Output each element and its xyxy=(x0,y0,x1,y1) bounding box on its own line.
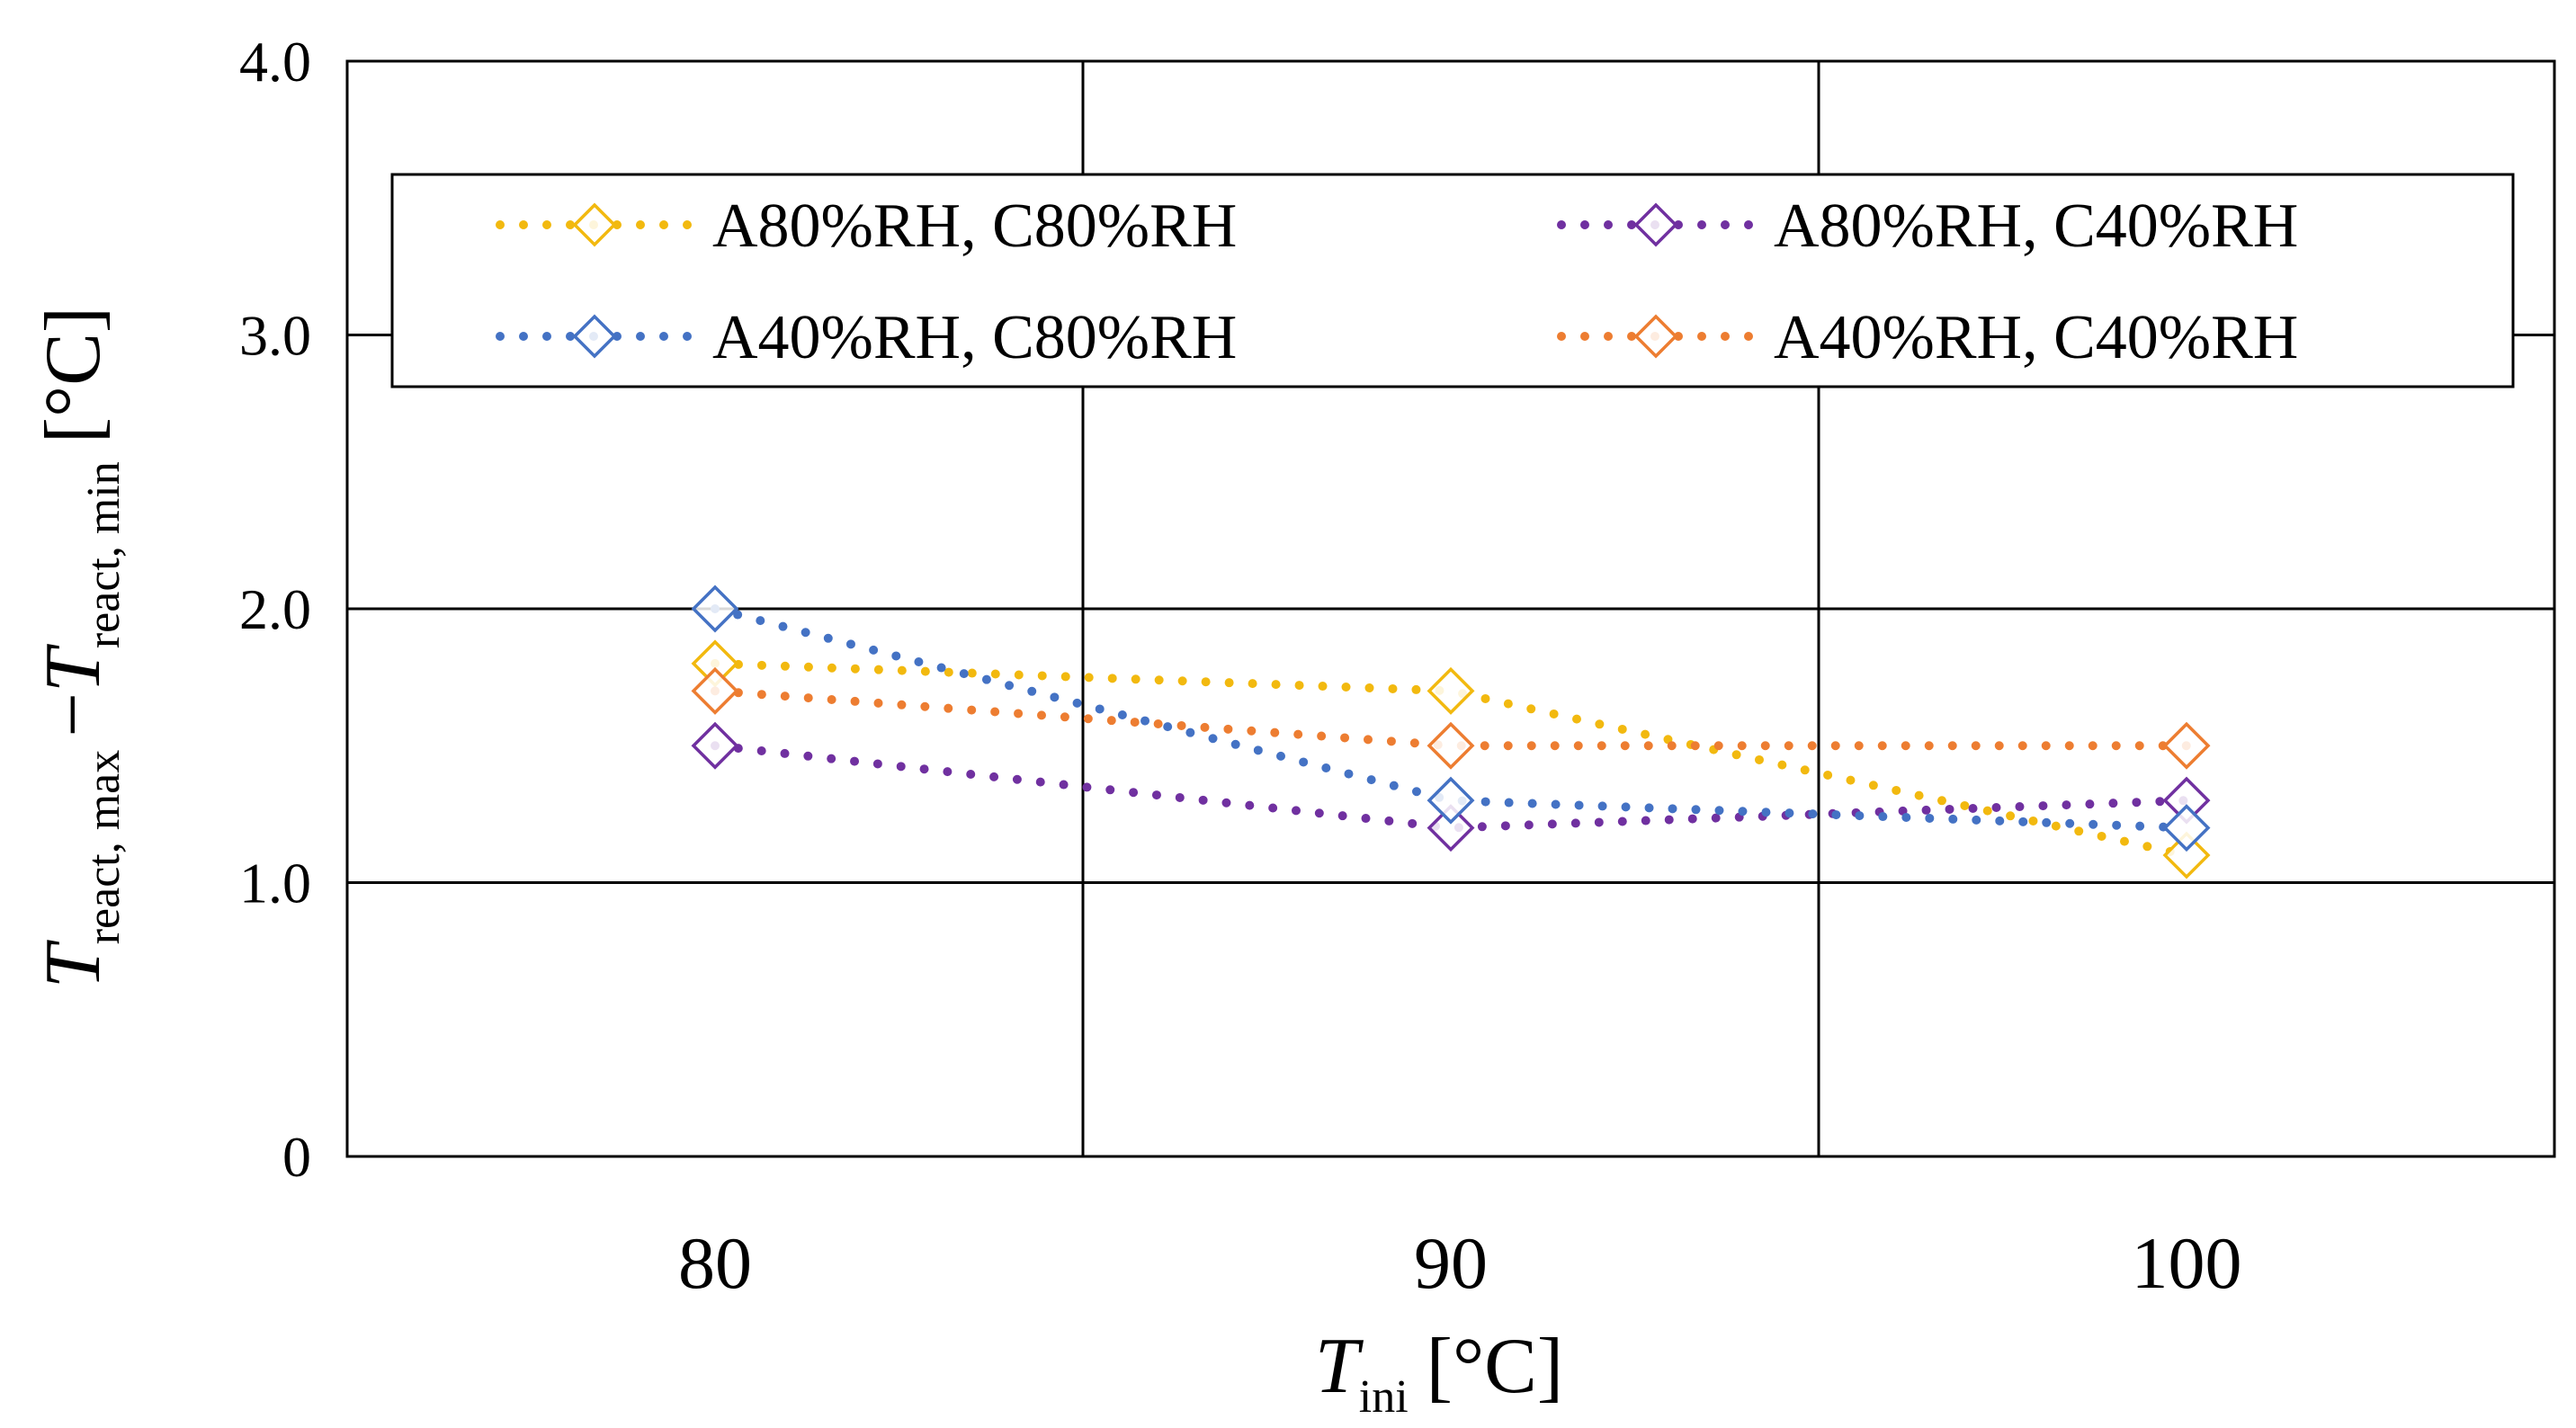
data-point-marker xyxy=(1427,666,1475,715)
legend: A80%RH, C80%RH A80%RH, C40%RH A40%RH, C80%… xyxy=(390,173,2515,388)
x-tick-labels: 80 90 100 xyxy=(678,1222,2242,1304)
data-point-marker xyxy=(1427,776,1475,825)
y-tick-labels: 0 1.0 2.0 3.0 4.0 xyxy=(239,30,311,1189)
data-point-marker xyxy=(1427,804,1475,852)
y-tick-label: 3.0 xyxy=(239,304,311,368)
y-axis-symbol-2: T xyxy=(30,643,117,692)
x-tick-label: 100 xyxy=(2132,1222,2242,1304)
data-point-marker xyxy=(1427,721,1475,770)
data-point-marker xyxy=(2162,831,2211,879)
data-point-marker xyxy=(2162,804,2211,852)
series-line xyxy=(711,658,2191,861)
plot-frame xyxy=(345,59,2556,1158)
legend-marker xyxy=(572,202,617,247)
series-group xyxy=(691,585,2211,879)
legend-label: A80%RH, C80%RH xyxy=(712,192,1237,261)
y-axis-operator: − xyxy=(30,692,117,737)
legend-box xyxy=(390,173,2515,388)
legend-item: A40%RH, C80%RH xyxy=(496,303,1237,372)
y-axis-label: Treact, max−Treact, min[°C] xyxy=(30,307,130,988)
x-axis-subscript: ini xyxy=(1359,1371,1409,1423)
legend-item: A40%RH, C40%RH xyxy=(1557,303,2298,372)
series-line xyxy=(711,604,2191,833)
y-tick-label: 1.0 xyxy=(239,852,311,915)
legend-item: A80%RH, C80%RH xyxy=(496,192,1237,261)
y-axis-subscript-1: react, max xyxy=(78,750,130,945)
x-tick-label: 90 xyxy=(1414,1222,1488,1304)
x-axis-label: Tini [°C] xyxy=(1315,1323,1563,1423)
x-tick-label: 80 xyxy=(678,1222,752,1304)
legend-marker xyxy=(1633,314,1678,359)
data-point-marker xyxy=(2162,721,2211,770)
legend-label: A40%RH, C80%RH xyxy=(712,303,1237,372)
y-tick-label: 2.0 xyxy=(239,577,311,641)
x-axis-symbol: T xyxy=(1315,1323,1364,1410)
legend-label: A40%RH, C40%RH xyxy=(1774,303,2298,372)
y-axis-unit: [°C] xyxy=(30,307,117,444)
y-tick-label: 4.0 xyxy=(239,30,311,94)
x-axis-unit: [°C] xyxy=(1427,1323,1564,1410)
legend-label: A80%RH, C40%RH xyxy=(1774,192,2298,261)
series xyxy=(691,639,2211,879)
legend-marker xyxy=(1633,202,1678,247)
series xyxy=(691,666,2211,770)
y-axis-subscript-2: react, min xyxy=(78,461,130,648)
data-point-marker xyxy=(691,666,739,715)
legend-item: A80%RH, C40%RH xyxy=(1557,192,2298,261)
series xyxy=(691,585,2211,852)
y-axis-symbol-1: T xyxy=(30,939,117,988)
legend-marker xyxy=(572,314,617,359)
data-point-marker xyxy=(691,721,739,770)
y-tick-label: 0 xyxy=(282,1125,311,1189)
data-point-marker xyxy=(691,585,739,633)
